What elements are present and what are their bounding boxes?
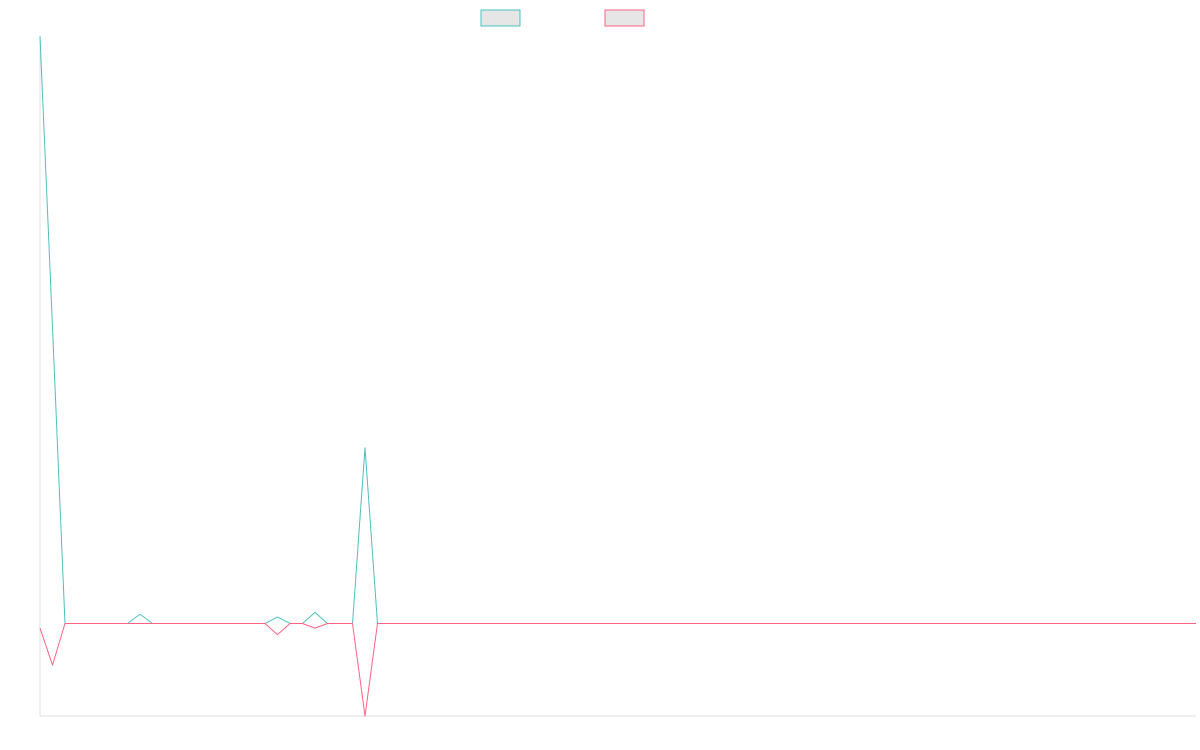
legend-swatch-1[interactable]	[480, 9, 521, 27]
series-layer	[39, 35, 1196, 717]
series-line-1	[39, 35, 1196, 624]
legend-swatch-2[interactable]	[604, 9, 645, 27]
series-line-2	[39, 622, 1196, 717]
axes	[39, 36, 1196, 717]
legend	[480, 9, 645, 27]
